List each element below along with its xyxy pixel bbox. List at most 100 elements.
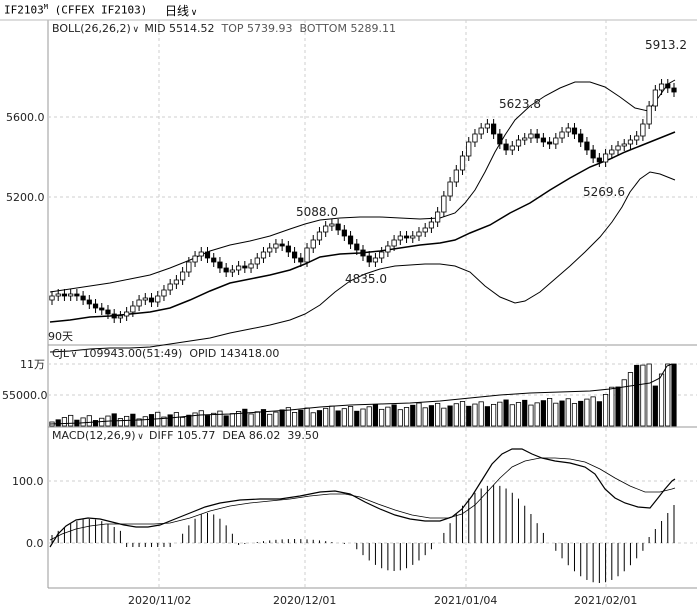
volume-bar: [422, 407, 428, 427]
annotation-5913: 5913.2: [645, 38, 687, 52]
period-dropdown[interactable]: 日线 ∨: [165, 2, 199, 19]
volume-bar: [316, 410, 323, 427]
candle-down: [92, 303, 99, 309]
volume-bar: [478, 401, 484, 427]
price-axis: 5600.0 5200.0 90天: [6, 111, 73, 343]
macd-tick-0: 0.0: [26, 537, 44, 550]
candle-up: [478, 127, 484, 135]
volume-bar: [242, 408, 248, 427]
volume-bar: [528, 404, 534, 427]
candle-down: [211, 257, 217, 263]
candle-up: [316, 231, 323, 241]
volume-bar: [428, 405, 435, 427]
date-tick-20210104: 2021/01/04: [434, 594, 497, 607]
volume-bar: [55, 419, 61, 427]
candle-down: [291, 251, 298, 259]
candle-up: [273, 243, 279, 249]
candle-down: [503, 143, 509, 151]
price-annotations: 5913.2 5623.8 5088.0 4835.0 5269.6: [296, 38, 687, 286]
candle-up: [372, 257, 379, 263]
candle-down: [590, 149, 596, 159]
macd-histogram: [51, 485, 675, 583]
macd-indicator-dropdown[interactable]: MACD(12,26,9) ∨: [52, 429, 146, 442]
macd-gridlines: [48, 480, 697, 544]
volume-bar: [578, 400, 584, 427]
candle-up: [235, 265, 242, 271]
candle-up: [136, 299, 142, 307]
macd-diff-line: [49, 448, 676, 548]
volume-bar: [540, 400, 546, 427]
volume-bar: [658, 373, 665, 427]
volume-bar: [615, 386, 621, 427]
boll-indicator-dropdown[interactable]: BOLL(26,26,2) ∨: [52, 22, 141, 35]
price-tick-5200: 5200.0: [6, 191, 45, 204]
candle-down: [403, 235, 410, 239]
candle-up: [422, 227, 428, 233]
volume-bar: [416, 402, 422, 427]
candle-up: [565, 127, 571, 133]
volume-bar: [403, 407, 410, 427]
candle-down: [547, 141, 553, 145]
cjl-indicator-dropdown[interactable]: CJL ∨: [52, 347, 79, 360]
boll-upper-band: [49, 79, 676, 293]
candle-up: [329, 223, 335, 227]
volume-bar: [503, 399, 509, 427]
volume-bar: [671, 363, 677, 427]
volume-bar: [553, 402, 559, 427]
volume-bar: [136, 418, 142, 427]
volume-bar: [124, 415, 130, 427]
volume-bar: [627, 372, 634, 427]
candle-up: [385, 245, 391, 253]
volume-bar: [621, 379, 627, 427]
candle-up: [192, 255, 198, 263]
candle-up: [640, 123, 646, 137]
candle-up: [509, 145, 515, 151]
candlesticks: [49, 79, 677, 323]
volume-bar: [260, 409, 267, 427]
volume-bar: [235, 410, 242, 427]
volume-bar: [298, 409, 304, 427]
volume-bar: [441, 407, 447, 427]
candle-up: [323, 225, 329, 233]
volume-bar: [304, 407, 310, 427]
boll-name: BOLL(26,26,2): [52, 22, 131, 35]
annotation-4835: 4835.0: [345, 272, 387, 286]
volume-bar: [254, 411, 260, 427]
candle-up: [391, 239, 397, 247]
candle-down: [366, 255, 372, 263]
candle-up: [459, 155, 466, 171]
volume-axis: 11万 55000.0: [2, 358, 48, 402]
volume-bar: [634, 364, 640, 427]
volume-bar: [273, 411, 279, 427]
volume-bar: [665, 363, 671, 427]
volume-bar: [248, 413, 254, 427]
chevron-down-icon: ∨: [70, 350, 78, 360]
candle-down: [111, 313, 117, 319]
candle-up: [260, 251, 267, 259]
candle-down: [596, 157, 602, 163]
contract-code: IF2103M (CFFEX IF2103): [4, 3, 147, 17]
volume-bar: [472, 403, 478, 427]
candle-down: [99, 307, 105, 311]
annotation-5088: 5088.0: [296, 205, 338, 219]
candle-up: [602, 153, 609, 163]
candle-up: [49, 295, 55, 301]
volume-bar: [186, 414, 192, 427]
volume-bar: [347, 406, 354, 427]
volume-bar: [484, 406, 491, 427]
volume-bar: [223, 415, 229, 427]
volume-bar: [509, 404, 515, 427]
candle-down: [360, 249, 366, 257]
volume-bar: [217, 410, 223, 427]
candle-up: [441, 195, 447, 213]
candle-up: [435, 211, 441, 223]
candle-up: [652, 89, 658, 107]
volume-bar: [291, 412, 298, 427]
volume-bar: [111, 413, 117, 427]
volume-bar: [571, 403, 578, 427]
volume-bar: [547, 397, 553, 427]
open-interest-line: [49, 363, 673, 425]
candle-down: [242, 265, 248, 269]
